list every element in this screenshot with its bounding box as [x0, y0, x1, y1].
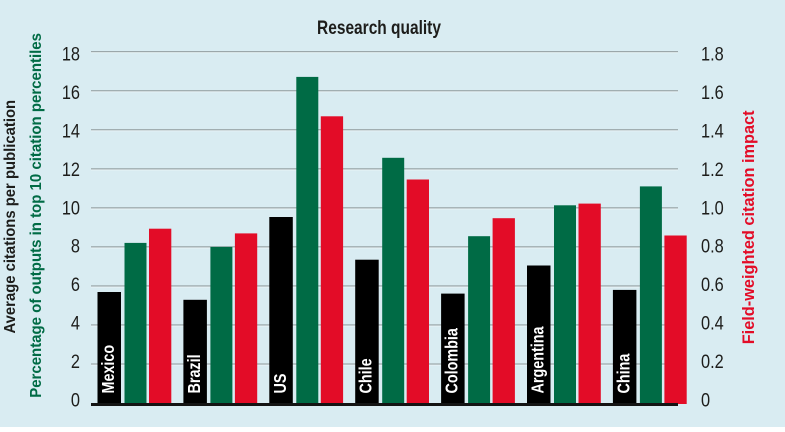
svg-text:Field-weighted citation impact: Field-weighted citation impact [739, 110, 758, 344]
svg-text:Chile: Chile [357, 358, 376, 393]
svg-text:1.2: 1.2 [701, 159, 724, 180]
svg-text:1.8: 1.8 [701, 43, 724, 64]
svg-text:US: US [272, 373, 291, 393]
svg-text:China: China [615, 354, 634, 394]
svg-text:0.4: 0.4 [701, 312, 724, 333]
svg-text:0.6: 0.6 [701, 274, 724, 295]
svg-text:0.8: 0.8 [701, 236, 724, 257]
svg-text:14: 14 [62, 120, 80, 141]
svg-text:Argentina: Argentina [529, 326, 548, 393]
svg-text:Average citations per publicat: Average citations per publication [1, 100, 19, 334]
svg-text:4: 4 [71, 312, 80, 333]
svg-text:Colombia: Colombia [443, 328, 462, 393]
svg-text:18: 18 [62, 43, 80, 64]
svg-text:10: 10 [62, 197, 80, 218]
svg-text:Brazil: Brazil [186, 354, 205, 393]
svg-text:0.2: 0.2 [701, 351, 724, 372]
svg-text:0: 0 [701, 389, 710, 410]
svg-text:8: 8 [71, 236, 80, 257]
svg-text:Mexico: Mexico [100, 345, 119, 394]
svg-text:Percentage of outputs in top 1: Percentage of outputs in top 10 citation… [27, 33, 45, 398]
svg-text:Research quality: Research quality [317, 16, 441, 38]
svg-text:2: 2 [71, 351, 80, 372]
svg-text:12: 12 [62, 159, 80, 180]
svg-text:0: 0 [71, 389, 80, 410]
svg-text:1.4: 1.4 [701, 120, 724, 141]
svg-text:6: 6 [71, 274, 80, 295]
svg-text:1.6: 1.6 [701, 82, 724, 103]
svg-text:1.0: 1.0 [701, 197, 724, 218]
svg-text:16: 16 [62, 82, 80, 103]
